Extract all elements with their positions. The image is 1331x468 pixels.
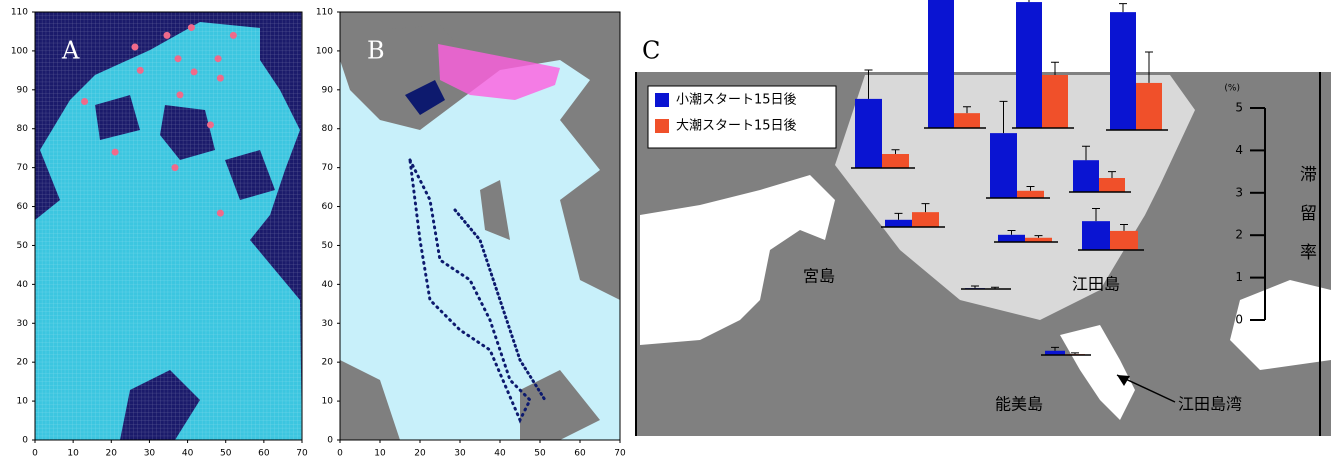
point (215, 55, 222, 62)
page: A B C (%) 滞留率 宮島 江田島 能美島 江田島湾 0102030405… (0, 0, 1331, 468)
y-tick-label: 110 (316, 8, 333, 18)
y-tick-label: 50 (322, 241, 334, 251)
y-tick-label: 0 (327, 436, 333, 446)
bar (1110, 231, 1138, 250)
point (137, 67, 144, 74)
y-tick-label: 30 (17, 319, 29, 329)
x-tick-label: 70 (614, 449, 626, 459)
point (171, 164, 178, 171)
legend-label: 小潮スタート15日後 (676, 93, 797, 108)
x-tick-label: 60 (258, 449, 270, 459)
point (175, 55, 182, 62)
bar (1016, 2, 1042, 128)
x-tick-label: 30 (454, 449, 466, 459)
y-tick-label: 70 (17, 163, 29, 173)
x-tick-label: 10 (374, 449, 386, 459)
bar (1110, 12, 1136, 130)
y-tick-label: 60 (17, 202, 29, 212)
x-tick-label: 0 (337, 449, 343, 459)
y-tick-label: 80 (17, 124, 29, 134)
panel-label: A (61, 37, 80, 65)
bar (912, 212, 939, 227)
panel-label: B (367, 37, 385, 65)
point (131, 44, 138, 51)
x-tick-label: 20 (414, 449, 426, 459)
map-b (340, 12, 620, 440)
bar (998, 235, 1025, 242)
point (207, 121, 214, 128)
scale-tick-label: 5 (1235, 101, 1243, 115)
x-tick-label: 0 (32, 449, 38, 459)
bar (1017, 191, 1044, 198)
point (176, 91, 183, 98)
place-label: 江田島 (1072, 275, 1120, 294)
point (188, 24, 195, 31)
y-tick-label: 90 (17, 85, 29, 95)
bar (954, 113, 980, 128)
y-tick-label: 100 (11, 46, 28, 56)
bar (885, 220, 912, 227)
error-bar (1119, 4, 1127, 12)
place-label: 江田島湾 (1178, 395, 1242, 414)
y-tick-label: 40 (17, 280, 29, 290)
panel-label: C (642, 37, 660, 65)
y-tick-label: 70 (322, 163, 334, 173)
point (163, 32, 170, 39)
x-tick-label: 10 (67, 449, 79, 459)
x-tick-label: 60 (574, 449, 586, 459)
bar (1082, 221, 1110, 250)
y-tick-label: 80 (322, 124, 334, 134)
axis-title: 滞留率 (1296, 165, 1317, 282)
y-tick-label: 20 (322, 358, 334, 368)
bar (1042, 75, 1068, 128)
x-tick-label: 70 (296, 449, 308, 459)
legend-swatch (655, 93, 669, 107)
error-bar (1025, 0, 1033, 2)
scale-tick-label: 1 (1235, 270, 1243, 284)
bar (855, 99, 882, 168)
legend-label: 大潮スタート15日後 (676, 119, 797, 134)
bar (1136, 83, 1162, 130)
x-tick-label: 40 (494, 449, 506, 459)
point (217, 75, 224, 82)
point (230, 32, 237, 39)
y-tick-label: 40 (322, 280, 334, 290)
y-tick-label: 20 (17, 358, 29, 368)
y-tick-label: 10 (17, 397, 29, 407)
figure: A B C (%) 滞留率 宮島 江田島 能美島 江田島湾 0102030405… (0, 0, 1331, 468)
place-label: 能美島 (995, 395, 1043, 414)
legend-swatch (655, 119, 669, 133)
y-tick-label: 0 (22, 436, 28, 446)
x-tick-label: 40 (182, 449, 194, 459)
point (81, 98, 88, 105)
y-tick-label: 90 (322, 85, 334, 95)
bar (1073, 160, 1099, 192)
bar (882, 154, 909, 168)
scale-tick-label: 4 (1235, 143, 1243, 157)
unit-label: (%) (1224, 84, 1240, 94)
bar (990, 133, 1017, 198)
x-tick-label: 20 (106, 449, 118, 459)
x-tick-label: 50 (220, 449, 232, 459)
y-tick-label: 60 (322, 202, 334, 212)
bar (928, 0, 954, 128)
scale-tick-label: 0 (1235, 313, 1243, 327)
map-a (35, 12, 302, 440)
y-tick-label: 110 (11, 8, 28, 18)
scale-tick-label: 3 (1235, 185, 1243, 199)
point (191, 68, 198, 75)
y-tick-label: 30 (322, 319, 334, 329)
x-tick-label: 50 (534, 449, 546, 459)
y-tick-label: 50 (17, 241, 29, 251)
place-label: 宮島 (803, 267, 835, 286)
bar (1099, 178, 1125, 192)
y-tick-label: 10 (322, 397, 334, 407)
point (217, 210, 224, 217)
y-tick-label: 100 (316, 46, 333, 56)
x-tick-label: 30 (144, 449, 156, 459)
point (112, 149, 119, 156)
scale-tick-label: 2 (1235, 228, 1243, 242)
